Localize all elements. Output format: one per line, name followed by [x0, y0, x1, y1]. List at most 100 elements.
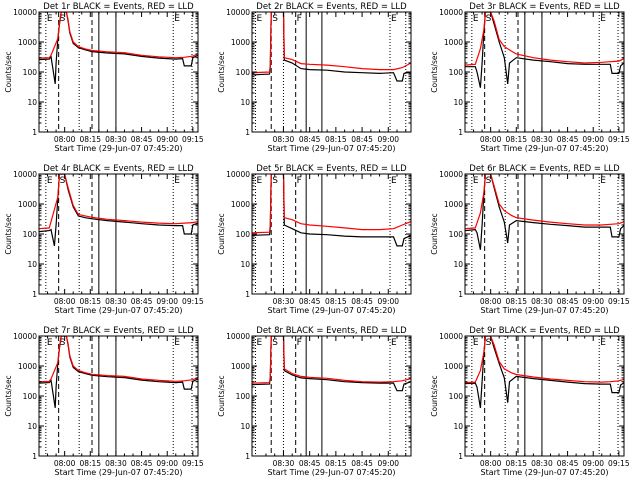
series-line-lld	[39, 336, 198, 383]
y-tick-label: 10000	[13, 332, 37, 341]
x-tick-label: 09:00	[377, 297, 399, 306]
x-tick-label: 08:45	[131, 459, 153, 468]
x-tick-label: 08:15	[79, 297, 101, 306]
y-tick-label: 1	[458, 128, 463, 137]
y-tick-label: 100	[449, 230, 464, 239]
series-group	[465, 12, 624, 88]
series-group	[465, 174, 624, 250]
y-tick-label: 100	[236, 392, 251, 401]
x-tick-label: 08:15	[325, 297, 347, 306]
series-line-events	[39, 12, 198, 84]
series-line-lld	[252, 12, 411, 74]
chart-title: Det 8r BLACK = Events, RED = LLD	[256, 326, 407, 336]
event-marker-label: E	[391, 14, 397, 24]
y-tick-label: 10	[27, 98, 37, 107]
x-tick-label: 08:45	[131, 297, 153, 306]
y-tick-label: 1000	[231, 362, 250, 371]
event-marker-label: E	[256, 338, 262, 348]
y-tick-label: 10	[27, 422, 37, 431]
y-axis-label: Counts/sec	[430, 213, 439, 254]
x-tick-label: 08:45	[131, 135, 153, 144]
y-tick-label: 10	[27, 260, 37, 269]
y-tick-label: 1000	[18, 38, 37, 47]
x-tick-label: 08:30	[105, 459, 127, 468]
event-marker-label: E	[174, 338, 180, 348]
x-tick-label: 09:00	[156, 135, 178, 144]
x-tick-label: 08:15	[79, 459, 101, 468]
chart-title: Det 5r BLACK = Events, RED = LLD	[256, 164, 407, 174]
x-axis-label: Start Time (29-Jun-07 07:45:20)	[481, 144, 609, 153]
x-tick-label: 08:45	[557, 459, 579, 468]
y-tick-label: 1	[32, 290, 37, 299]
x-axis-label: Start Time (29-Jun-07 07:45:20)	[55, 468, 183, 477]
y-tick-label: 100	[236, 68, 251, 77]
x-tick-label: 08:00	[54, 297, 76, 306]
x-axis-label: Start Time (29-Jun-07 07:45:20)	[481, 468, 609, 477]
y-tick-label: 1	[245, 128, 250, 137]
chart-title: Det 3r BLACK = Events, RED = LLD	[469, 2, 620, 12]
x-tick-label: 08:15	[325, 459, 347, 468]
x-tick-label: 08:15	[505, 459, 527, 468]
y-tick-label: 10	[453, 422, 463, 431]
series-group	[252, 12, 411, 82]
series-group	[39, 174, 198, 247]
y-tick-label: 1000	[231, 38, 250, 47]
y-tick-label: 1	[32, 452, 37, 461]
event-marker-label: E	[391, 176, 397, 186]
event-marker-label: S	[60, 14, 66, 24]
y-tick-label: 10000	[13, 170, 37, 179]
x-axis-label: Start Time (29-Jun-07 07:45:20)	[55, 144, 183, 153]
x-tick-label: 08:45	[351, 297, 373, 306]
event-marker-label: E	[256, 14, 262, 24]
y-tick-label: 10	[240, 422, 250, 431]
event-marker-label: E	[600, 14, 606, 24]
x-tick-label: 09:00	[377, 135, 399, 144]
y-axis-label: Counts/sec	[4, 213, 13, 254]
event-marker-label: E	[174, 176, 180, 186]
event-marker-label: E	[47, 338, 53, 348]
x-axis-label: Start Time (29-Jun-07 07:45:20)	[268, 306, 396, 315]
y-tick-label: 1	[458, 452, 463, 461]
series-group	[465, 336, 624, 408]
y-tick-label: 10	[453, 98, 463, 107]
y-tick-label: 1	[32, 128, 37, 137]
series-line-lld	[252, 336, 411, 384]
x-tick-label: 09:15	[608, 459, 630, 468]
event-marker-label: E	[473, 338, 479, 348]
x-tick-label: 08:00	[54, 459, 76, 468]
x-tick-label: 08:45	[557, 135, 579, 144]
y-tick-label: 10000	[226, 8, 250, 17]
series-group	[39, 12, 198, 84]
x-tick-label: 08:15	[79, 135, 101, 144]
event-marker-label: S	[486, 176, 492, 186]
y-axis-label: Counts/sec	[430, 51, 439, 92]
x-tick-label: 08:30	[105, 135, 127, 144]
chart-title: Det 4r BLACK = Events, RED = LLD	[43, 164, 194, 174]
y-tick-label: 100	[449, 68, 464, 77]
event-marker-label: S	[272, 338, 278, 348]
y-tick-label: 10000	[439, 8, 463, 17]
event-marker-label: E	[473, 14, 479, 24]
event-marker-label: F	[297, 176, 302, 186]
x-tick-label: 08:30	[531, 459, 553, 468]
chart-title: Det 6r BLACK = Events, RED = LLD	[469, 164, 620, 174]
y-tick-label: 1	[458, 290, 463, 299]
x-tick-label: 08:00	[480, 135, 502, 144]
series-line-events	[465, 12, 624, 88]
y-axis-label: Counts/sec	[4, 375, 13, 416]
event-marker-label: S	[272, 14, 278, 24]
x-axis-label: Start Time (29-Jun-07 07:45:20)	[481, 306, 609, 315]
y-tick-label: 10000	[226, 332, 250, 341]
event-marker-label: E	[600, 338, 606, 348]
series-group	[252, 336, 411, 392]
y-tick-label: 100	[236, 230, 251, 239]
